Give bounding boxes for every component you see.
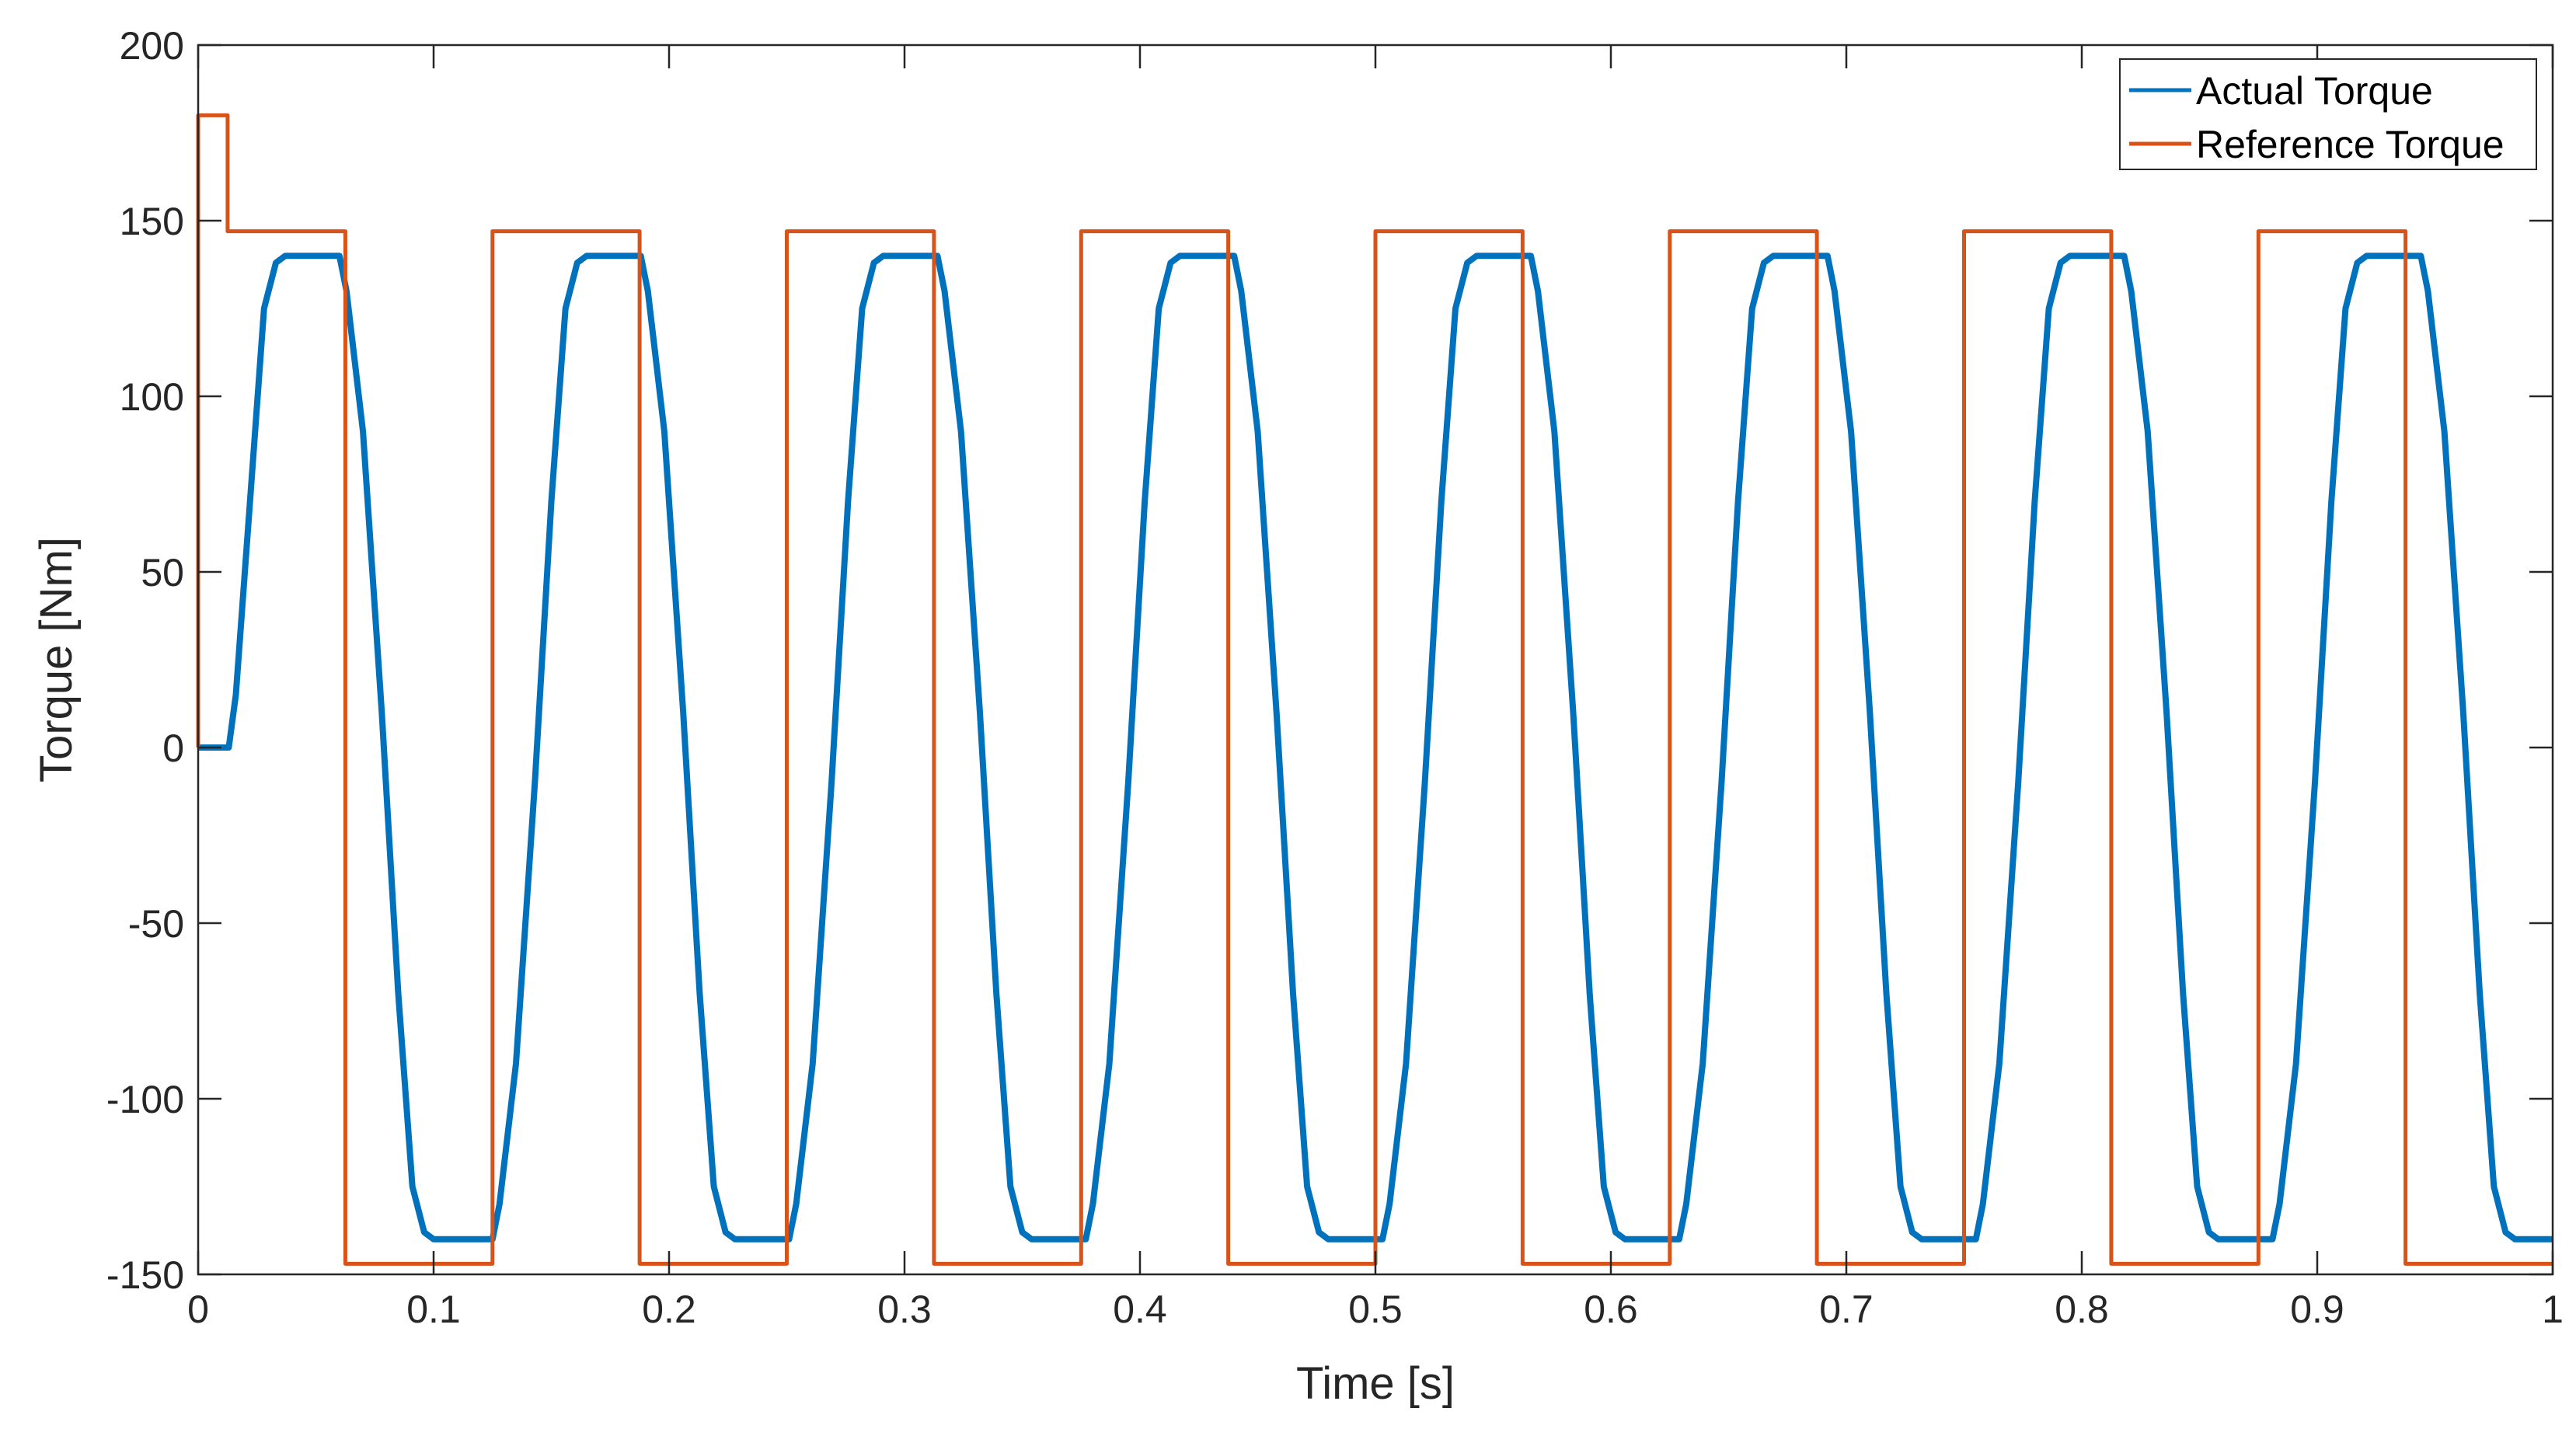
x-tick-label-1: 1 bbox=[2542, 1288, 2564, 1331]
y-tick-label-150: 150 bbox=[120, 200, 184, 243]
x-tick-label-0-8: 0.8 bbox=[2055, 1288, 2109, 1331]
y-tick-label-50: 50 bbox=[141, 551, 184, 594]
ticks-layer bbox=[197, 44, 2554, 1276]
x-tick-label-0-3: 0.3 bbox=[877, 1288, 932, 1331]
series-line-actual-torque bbox=[198, 253, 2553, 1243]
legend-label-reference-torque: Reference Torque bbox=[2196, 123, 2505, 166]
y-axis-label: Torque [Nm] bbox=[31, 537, 82, 782]
x-tick-label-0-5: 0.5 bbox=[1348, 1288, 1403, 1331]
x-tick-label-0: 0 bbox=[187, 1288, 209, 1331]
series-layer bbox=[196, 113, 2553, 1266]
x-tick-label-0-9: 0.9 bbox=[2290, 1288, 2344, 1331]
x-tick-label-0-1: 0.1 bbox=[406, 1288, 461, 1331]
legend-box bbox=[2119, 58, 2537, 170]
x-tick-label-0-7: 0.7 bbox=[1819, 1288, 1874, 1331]
y-tick-label-0: 0 bbox=[162, 727, 184, 770]
series-line-reference-torque bbox=[196, 113, 2553, 1266]
y-tick-label-150: -150 bbox=[106, 1253, 184, 1297]
y-tick-label-200: 200 bbox=[120, 24, 184, 68]
x-tick-label-0-6: 0.6 bbox=[1584, 1288, 1638, 1331]
y-tick-label-100: -100 bbox=[106, 1078, 184, 1121]
x-tick-label-0-2: 0.2 bbox=[642, 1288, 696, 1331]
tick-labels-layer: 0 0.1 0.2 0.3 0.4 0.5 0.6 0.7 0.8 0.9 1 200 150 100 50… bbox=[106, 24, 2564, 1331]
y-tick-label-50: -50 bbox=[128, 902, 184, 946]
x-tick-label-0-4: 0.4 bbox=[1113, 1288, 1167, 1331]
legend: Actual Torque Reference Torque bbox=[2119, 58, 2537, 170]
y-tick-label-100: 100 bbox=[120, 375, 184, 419]
legend-label-actual-torque: Actual Torque bbox=[2196, 69, 2433, 113]
x-axis-label: Time [s] bbox=[1296, 1358, 1455, 1409]
